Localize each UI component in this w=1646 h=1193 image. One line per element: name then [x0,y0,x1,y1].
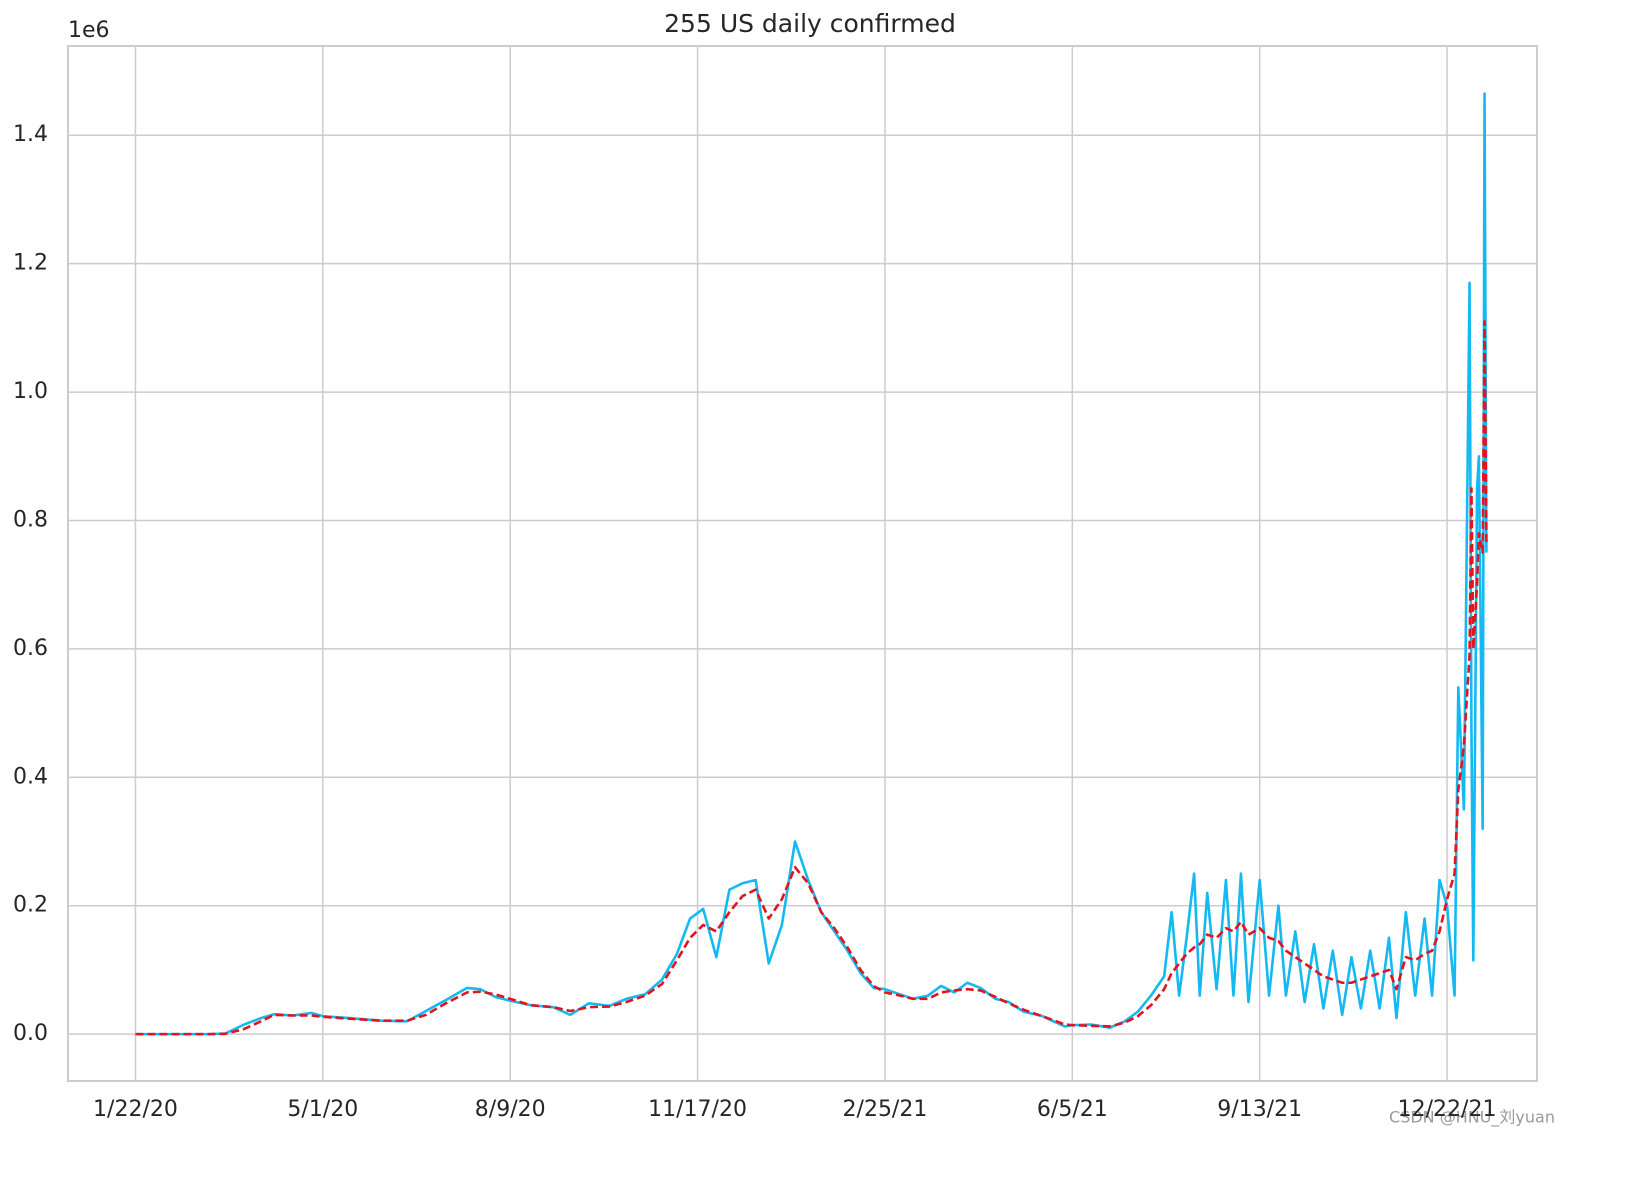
data-line [135,320,1488,1036]
x-tick-label: 8/9/20 [475,1097,546,1122]
x-tick-label: 2/25/21 [843,1097,928,1122]
line-layer [135,92,1488,1036]
x-tick-label: 5/1/20 [287,1097,358,1122]
plot-frame [67,45,1538,1082]
chart-title: 255 US daily confirmed [664,9,956,38]
y-tick-label: 0.4 [13,764,48,789]
x-tick-label: 9/13/21 [1217,1097,1302,1122]
x-tick-label: 11/17/20 [648,1097,747,1122]
x-tick-label: 1/22/20 [93,1097,178,1122]
grid-layer [68,46,1537,1081]
y-tick-label: 1.0 [13,379,48,404]
x-tick-label: 12/22/21 [1398,1097,1497,1122]
watermark: CSDN @HNU_刘yuan [1389,1108,1555,1128]
y-tick-label: 0.2 [13,893,48,918]
y-tick-label: 0.0 [13,1021,48,1046]
y-tick-label: 1.4 [13,122,48,147]
y-offset-label: 1e6 [68,18,110,43]
y-tick-label: 1.2 [13,251,48,276]
y-tick-label: 0.6 [13,636,48,661]
x-tick-label: 6/5/21 [1037,1097,1108,1122]
y-tick-label: 0.8 [13,507,48,532]
